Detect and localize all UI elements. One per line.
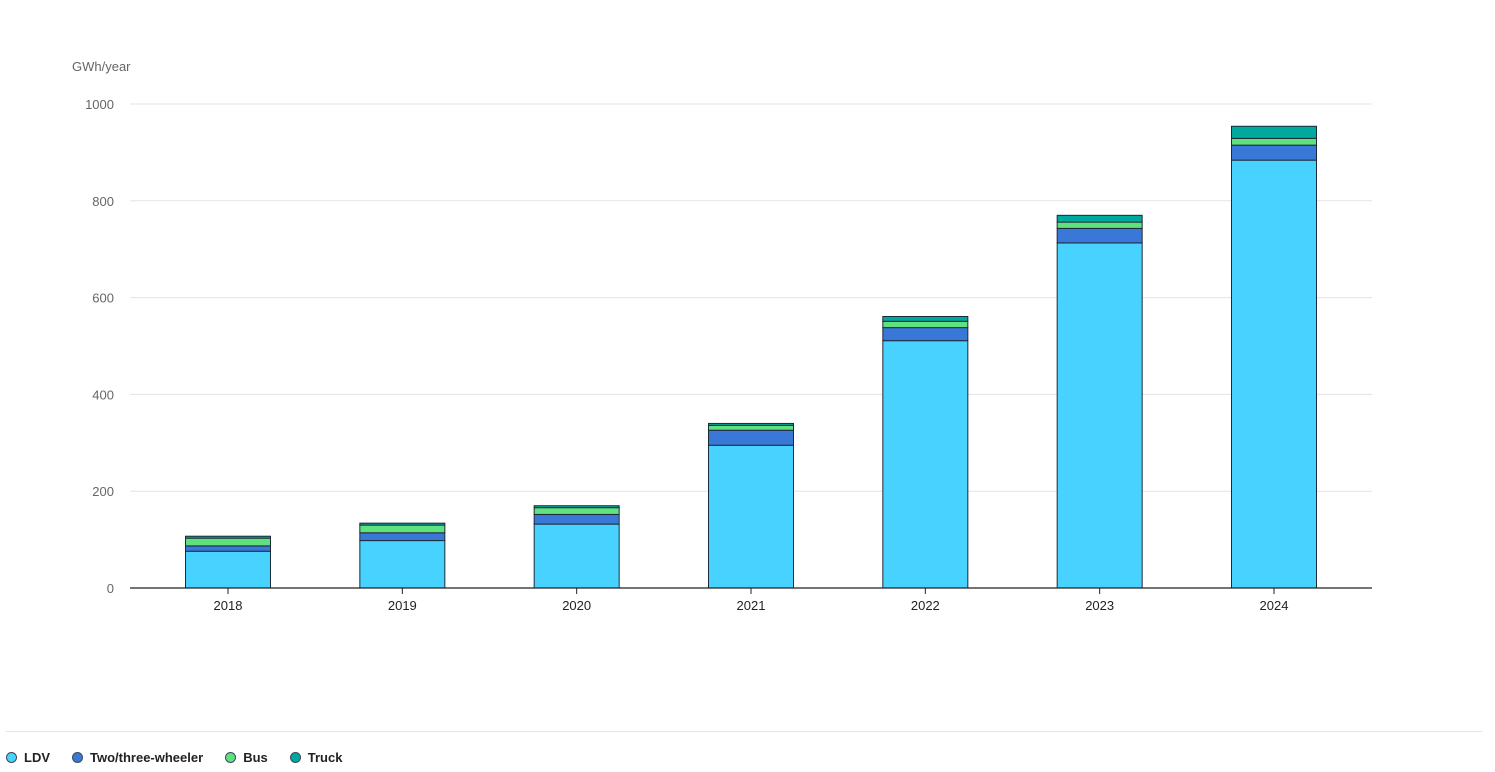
legend-divider	[6, 731, 1482, 732]
bar-2019-truck[interactable]	[359, 522, 446, 526]
bar-2023-ldv[interactable]	[1056, 242, 1143, 589]
bar-2019-two-three-wheeler[interactable]	[359, 532, 446, 542]
x-axis-ticks: 2018 2019 2020 2021 2022 2023 2024	[214, 588, 1289, 613]
legend-swatch-ldv	[6, 752, 17, 763]
legend-swatch-two-three-wheeler	[72, 752, 83, 763]
bar-2018-two-three-wheeler[interactable]	[185, 545, 271, 552]
bar-2022-bus[interactable]	[882, 320, 969, 329]
bar-2019-bus[interactable]	[359, 524, 446, 534]
x-tick-label-2019: 2019	[388, 598, 417, 613]
bar-2022-two-three-wheeler[interactable]	[882, 327, 969, 342]
bar-2023-two-three-wheeler[interactable]	[1056, 227, 1143, 244]
y-tick-label-600: 600	[92, 291, 114, 306]
bar-2021-truck[interactable]	[708, 422, 794, 426]
x-tick-label-2022: 2022	[911, 598, 940, 613]
bar-2019-ldv[interactable]	[359, 540, 446, 589]
legend-item-truck[interactable]: Truck	[289, 750, 343, 765]
x-tick-label-2018: 2018	[214, 598, 243, 613]
bars	[185, 125, 1317, 589]
bar-2018-ldv[interactable]	[185, 550, 271, 589]
x-tick-label-2021: 2021	[737, 598, 766, 613]
legend-label-two-three-wheeler: Two/three-wheeler	[90, 750, 204, 765]
bar-2021-ldv[interactable]	[708, 444, 794, 589]
bar-2021-bus[interactable]	[708, 424, 794, 431]
legend-item-two-three-wheeler[interactable]: Two/three-wheeler	[72, 750, 203, 765]
legend-swatch-bus	[225, 752, 237, 763]
bar-2023-bus[interactable]	[1056, 221, 1143, 229]
legend-label-bus: Bus	[243, 750, 268, 765]
bar-2020-truck[interactable]	[533, 505, 620, 509]
bar-2020-two-three-wheeler[interactable]	[533, 513, 620, 525]
legend-label-ldv: LDV	[24, 750, 50, 765]
y-tick-label-0: 0	[107, 581, 114, 596]
bar-2022-ldv[interactable]	[882, 340, 969, 589]
bar-2020-bus[interactable]	[533, 507, 620, 515]
bar-2022-truck[interactable]	[882, 315, 969, 322]
y-tick-label-400: 400	[92, 387, 114, 402]
bar-2021-two-three-wheeler[interactable]	[708, 429, 794, 446]
y-axis-ticks: 0 200 400 600 800 1000	[85, 97, 114, 596]
legend-item-ldv[interactable]: LDV	[6, 750, 50, 765]
x-tick-label-2023: 2023	[1085, 598, 1114, 613]
bar-2023-truck[interactable]	[1056, 214, 1143, 223]
legend-item-bus[interactable]: Bus	[225, 750, 268, 765]
bar-2024-ldv[interactable]	[1231, 159, 1317, 589]
legend-swatch-truck	[289, 752, 301, 763]
y-tick-label-200: 200	[92, 484, 114, 499]
y-tick-label-1000: 1000	[85, 97, 114, 112]
legend-label-truck: Truck	[307, 750, 343, 765]
x-tick-label-2024: 2024	[1260, 598, 1289, 613]
x-tick-label-2020: 2020	[562, 598, 591, 613]
legend: LDV Two/three-wheeler Bus Truck	[6, 750, 342, 765]
bar-2024-truck[interactable]	[1231, 125, 1317, 139]
bar-2024-bus[interactable]	[1231, 137, 1317, 146]
gridlines	[130, 103, 1372, 492]
bar-2018-bus[interactable]	[185, 537, 271, 547]
bar-2024-two-three-wheeler[interactable]	[1231, 144, 1317, 161]
y-axis-unit-label: GWh/year	[72, 59, 131, 74]
bar-2018-truck[interactable]	[185, 535, 271, 539]
y-tick-label-800: 800	[92, 194, 114, 209]
bar-2020-ldv[interactable]	[533, 523, 620, 589]
